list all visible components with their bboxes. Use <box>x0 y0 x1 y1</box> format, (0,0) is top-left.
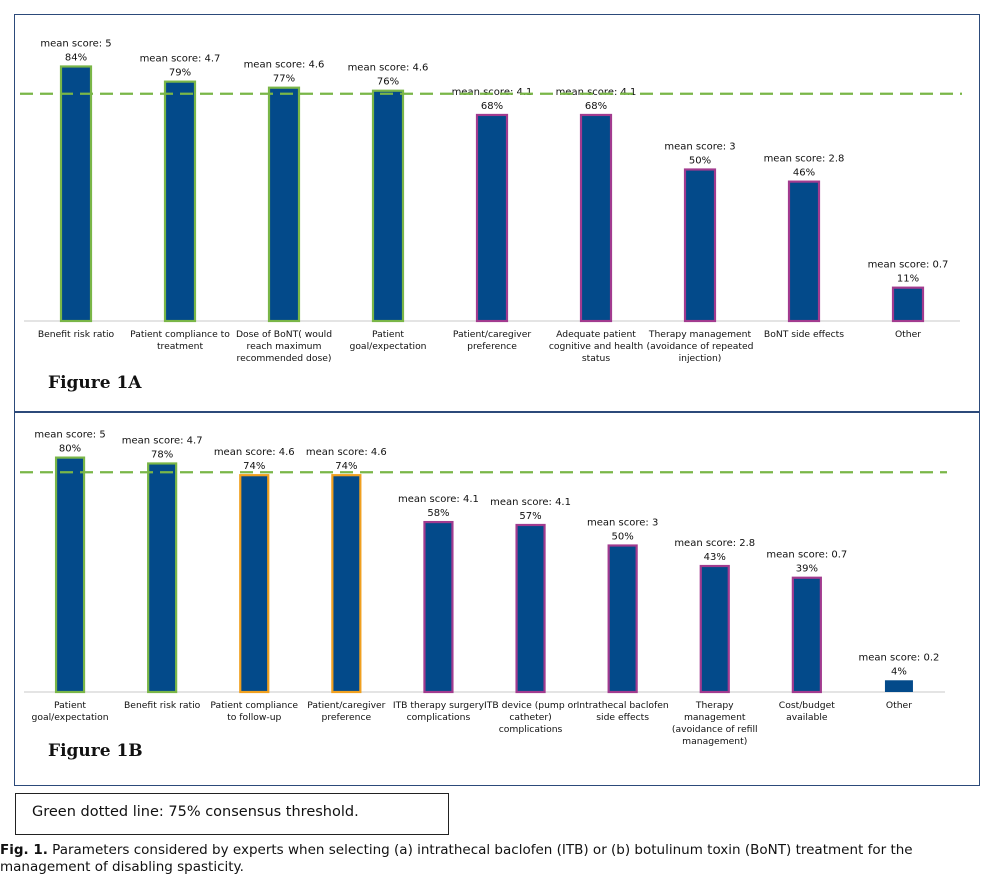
fig1a-category-label-0: Benefit risk ratio <box>38 329 115 340</box>
fig1b-mean-label-9: mean score: 0.2 <box>859 652 940 663</box>
fig1b-value-label-3: 74% <box>335 461 357 472</box>
fig1a-value-label-1: 79% <box>169 68 191 79</box>
fig1a-mean-label-7: mean score: 2.8 <box>764 154 845 165</box>
fig1b-value-label-6: 50% <box>612 532 634 543</box>
fig1a-bar-3 <box>371 89 405 323</box>
fig1b-bar-6 <box>607 544 638 694</box>
fig1b-mean-label-1: mean score: 4.7 <box>122 435 203 446</box>
fig1b-bar-5 <box>515 523 546 694</box>
fig1a-bar-4 <box>475 113 509 323</box>
fig1b-bar-8 <box>791 576 822 694</box>
fig1a-value-label-8: 11% <box>897 274 919 285</box>
fig1b-category-label-6: Intrathecal baclofen side effects <box>577 700 669 723</box>
fig1b-mean-label-2: mean score: 4.6 <box>214 447 295 458</box>
fig1a-value-label-5: 68% <box>585 101 607 112</box>
fig1a-bar-0 <box>59 65 93 323</box>
fig1b-bar-1 <box>147 462 178 694</box>
fig1b-mean-label-6: mean score: 3 <box>587 518 658 529</box>
fig1a-bar-2 <box>267 86 301 323</box>
fig1b-mean-label-4: mean score: 4.1 <box>398 494 479 505</box>
fig1a-value-label-4: 68% <box>481 101 503 112</box>
fig1b-bar-4 <box>423 520 454 694</box>
fig1a-category-label-2: Dose of BoNT( would reach maximum recommen… <box>236 329 332 364</box>
fig1b-value-label-7: 43% <box>704 552 726 563</box>
fig1a-value-label-6: 50% <box>689 156 711 167</box>
threshold-legend: Green dotted line: 75% consensus thresho… <box>15 793 449 835</box>
fig1a-mean-label-3: mean score: 4.6 <box>348 63 429 74</box>
fig1b-category-label-8: Cost/budget available <box>779 700 835 723</box>
fig1b-value-label-0: 80% <box>59 444 81 455</box>
fig1b-category-label-7: Therapy management (avoidance of refill man… <box>672 700 758 747</box>
fig1b-bar-3 <box>331 474 362 694</box>
fig1b-category-label-5: ITB device (pump or catheter) complication… <box>484 700 577 735</box>
fig1a-category-label-5: Adequate patient cognitive and health stat… <box>549 329 644 364</box>
caption-text: Parameters considered by experts when se… <box>0 842 913 875</box>
fig1a-category-label-1: Patient compliance to treatment <box>130 329 230 352</box>
figure-caption: Fig. 1. Parameters considered by experts… <box>0 842 992 876</box>
fig1b-bar-9 <box>884 680 913 692</box>
fig1b-mean-label-3: mean score: 4.6 <box>306 447 387 458</box>
fig1a-value-label-3: 76% <box>377 77 399 88</box>
fig1b-value-label-5: 57% <box>519 511 541 522</box>
fig1a-mean-label-1: mean score: 4.7 <box>140 54 221 65</box>
figure-1a-label: Figure 1A <box>48 373 142 393</box>
fig1a-bar-7 <box>787 180 821 323</box>
fig1a-category-label-4: Patient/caregiver preference <box>453 329 531 352</box>
fig1b-category-label-4: ITB therapy surgery complications <box>393 700 485 723</box>
fig1b-category-label-2: Patient compliance to follow-up <box>210 700 298 723</box>
fig1a-bar-6 <box>683 168 717 323</box>
figure-1a-chart: 84% mean score: 5 Benefit risk ratio 79% mea… <box>20 38 962 364</box>
fig1a-mean-label-6: mean score: 3 <box>664 142 735 153</box>
fig1a-bar-8 <box>891 286 925 323</box>
fig1b-mean-label-7: mean score: 2.8 <box>674 538 755 549</box>
figure-1b-label: Figure 1B <box>48 741 143 761</box>
fig1b-category-label-1: Benefit risk ratio <box>124 700 201 711</box>
fig1a-category-label-8: Other <box>895 329 921 340</box>
fig1a-value-label-2: 77% <box>273 74 295 85</box>
fig1a-mean-label-2: mean score: 4.6 <box>244 60 325 71</box>
fig1b-value-label-8: 39% <box>796 564 818 575</box>
fig1b-bar-0 <box>54 456 86 694</box>
caption-label: Fig. 1. <box>0 842 48 858</box>
fig1b-category-label-9: Other <box>886 700 912 711</box>
fig1a-mean-label-8: mean score: 0.7 <box>868 260 949 271</box>
fig1b-value-label-9: 4% <box>891 666 907 677</box>
fig1b-category-label-0: Patient goal/expectation <box>32 700 109 723</box>
fig1b-bar-2 <box>239 474 270 694</box>
figure-1b-panel: 80% mean score: 5 Patient goal/expectation 7… <box>14 412 980 786</box>
fig1a-category-label-7: BoNT side effects <box>764 329 844 340</box>
fig1b-mean-label-8: mean score: 0.7 <box>766 550 847 561</box>
fig1b-mean-label-0: mean score: 5 <box>34 430 105 441</box>
fig1b-bar-7 <box>699 564 730 694</box>
fig1a-category-label-6: Therapy management (avoidance of repeated… <box>647 329 754 364</box>
fig1a-mean-label-0: mean score: 5 <box>40 38 111 49</box>
fig1b-value-label-4: 58% <box>427 508 449 519</box>
fig1a-value-label-0: 84% <box>65 52 87 63</box>
fig1b-mean-label-5: mean score: 4.1 <box>490 497 571 508</box>
fig1a-bar-5 <box>579 113 613 323</box>
fig1a-mean-label-5: mean score: 4.1 <box>556 87 637 98</box>
figure-1b-chart: 80% mean score: 5 Patient goal/expectation 7… <box>20 430 947 747</box>
fig1a-value-label-7: 46% <box>793 168 815 179</box>
figure-1a-panel: 84% mean score: 5 Benefit risk ratio 79% mea… <box>14 14 980 412</box>
fig1b-category-label-3: Patient/caregiver preference <box>307 700 385 723</box>
fig1a-bar-1 <box>163 80 197 323</box>
threshold-legend-text: Green dotted line: 75% consensus thresho… <box>32 804 359 820</box>
fig1a-category-label-3: Patient goal/expectation <box>349 329 426 352</box>
fig1a-mean-label-4: mean score: 4.1 <box>452 87 533 98</box>
fig1b-value-label-2: 74% <box>243 461 265 472</box>
fig1b-value-label-1: 78% <box>151 449 173 460</box>
